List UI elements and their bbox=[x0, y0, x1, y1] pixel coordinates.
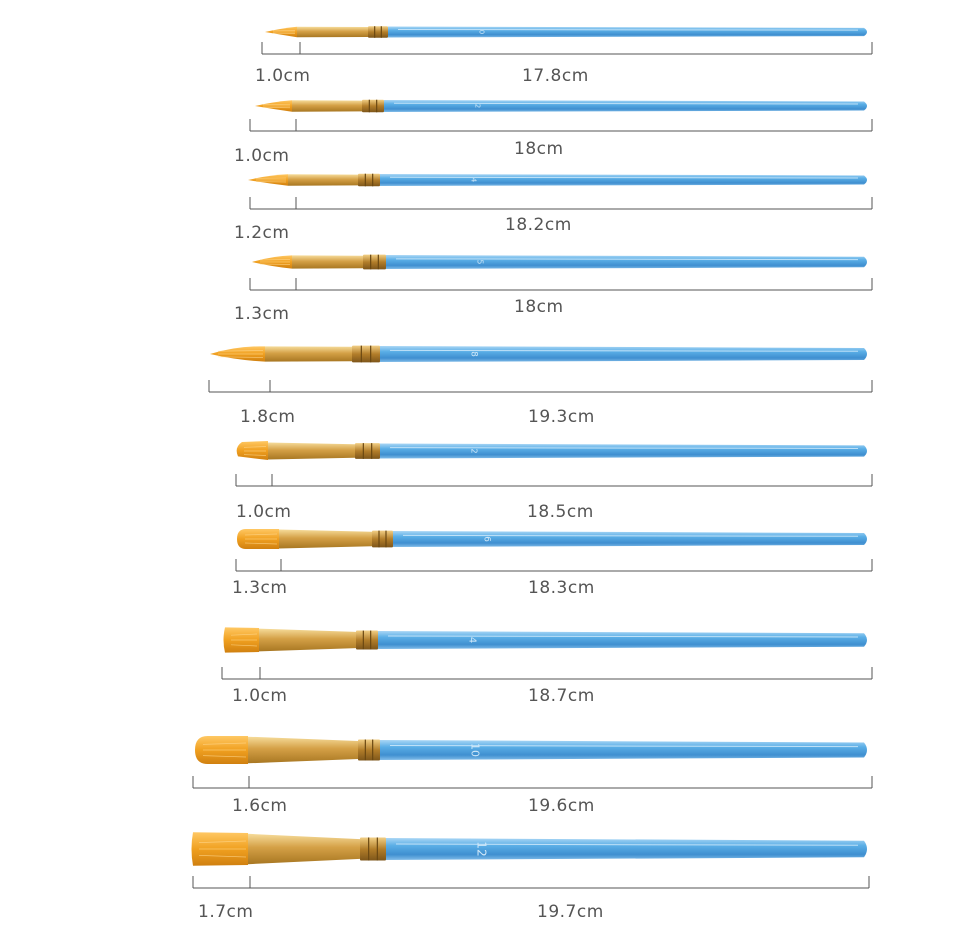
ferrule-crimp bbox=[368, 26, 388, 38]
brush-handle bbox=[380, 444, 867, 459]
tip-length-label: 1.0cm bbox=[234, 146, 289, 166]
brush-size-mark: 4 bbox=[470, 178, 478, 183]
tip-length-label: 1.0cm bbox=[232, 686, 287, 706]
tip-length-label: 1.2cm bbox=[234, 223, 289, 243]
brush-size-mark: 4 bbox=[467, 637, 478, 643]
brush-handle bbox=[388, 27, 867, 38]
total-length-label: 18.3cm bbox=[528, 578, 595, 598]
brush-10: 12 bbox=[192, 832, 870, 888]
brush-4: 5 bbox=[250, 255, 872, 290]
total-length-label: 18.5cm bbox=[527, 502, 594, 522]
brush-7: 6 bbox=[236, 529, 872, 571]
brush-handle bbox=[384, 100, 867, 112]
brush-size-mark: 2 bbox=[470, 448, 480, 453]
tip-length-label: 1.0cm bbox=[255, 66, 310, 86]
brush-handle bbox=[386, 838, 867, 860]
ferrule-crimp bbox=[355, 443, 380, 459]
brush-ferrule bbox=[292, 255, 363, 268]
total-length-label: 19.3cm bbox=[528, 407, 595, 427]
brush-8: 4 bbox=[222, 627, 872, 679]
ferrule-crimp bbox=[352, 346, 380, 363]
brush-ferrule bbox=[297, 27, 368, 37]
brush-size-mark: 8 bbox=[469, 351, 479, 357]
brush-ferrule bbox=[248, 834, 360, 864]
ferrule-crimp bbox=[363, 255, 386, 270]
brush-ferrule bbox=[292, 100, 362, 111]
brush-handle bbox=[380, 174, 867, 186]
total-length-label: 17.8cm bbox=[522, 66, 589, 86]
bristle-streak bbox=[260, 264, 290, 265]
brush-3: 4 bbox=[248, 174, 872, 209]
total-length-label: 18.2cm bbox=[505, 215, 572, 235]
brush-size-mark: 10 bbox=[469, 743, 482, 757]
ferrule-crimp bbox=[358, 174, 380, 187]
handle-highlight bbox=[394, 103, 858, 104]
handle-highlight bbox=[390, 177, 858, 178]
bristle-streak bbox=[260, 260, 290, 261]
brush-bristles bbox=[237, 441, 268, 460]
ferrule-crimp bbox=[358, 740, 380, 761]
brush-handle bbox=[393, 531, 867, 547]
ferrule-crimp bbox=[362, 100, 384, 113]
brush-9: 10 bbox=[193, 736, 872, 788]
brush-handle bbox=[380, 346, 867, 362]
brush-size-mark: 2 bbox=[474, 104, 482, 108]
brush-size-mark: 5 bbox=[476, 260, 485, 265]
brush-6: 2 bbox=[236, 441, 872, 486]
brush-size-mark: 0 bbox=[478, 30, 486, 34]
brush-5: 8 bbox=[209, 346, 872, 392]
brush-handle bbox=[380, 740, 867, 760]
tip-length-label: 1.6cm bbox=[232, 796, 287, 816]
total-length-label: 18cm bbox=[514, 139, 564, 159]
brush-size-mark: 12 bbox=[475, 841, 489, 856]
tip-length-label: 1.3cm bbox=[234, 304, 289, 324]
total-length-label: 19.6cm bbox=[528, 796, 595, 816]
total-length-label: 19.7cm bbox=[537, 902, 604, 922]
tip-length-label: 1.8cm bbox=[240, 407, 295, 427]
tip-length-label: 1.0cm bbox=[236, 502, 291, 522]
brush-ferrule bbox=[288, 174, 358, 185]
total-length-label: 18cm bbox=[514, 297, 564, 317]
handle-highlight bbox=[398, 30, 858, 31]
brush-2: 2 bbox=[250, 100, 872, 131]
brush-handle bbox=[386, 255, 867, 269]
brush-ferrule bbox=[259, 629, 356, 652]
brush-1: 0 bbox=[262, 26, 872, 54]
brush-ferrule bbox=[248, 737, 358, 764]
brush-size-mark: 6 bbox=[482, 536, 492, 542]
brush-ferrule bbox=[265, 346, 352, 361]
total-length-label: 18.7cm bbox=[528, 686, 595, 706]
ferrule-crimp bbox=[356, 631, 378, 650]
brush-handle bbox=[378, 631, 867, 649]
brush-ferrule bbox=[268, 442, 355, 459]
brush-ferrule bbox=[279, 530, 372, 549]
tip-length-label: 1.3cm bbox=[232, 578, 287, 598]
tip-length-label: 1.7cm bbox=[198, 902, 253, 922]
ferrule-crimp bbox=[360, 837, 386, 860]
ferrule-crimp bbox=[372, 531, 393, 548]
